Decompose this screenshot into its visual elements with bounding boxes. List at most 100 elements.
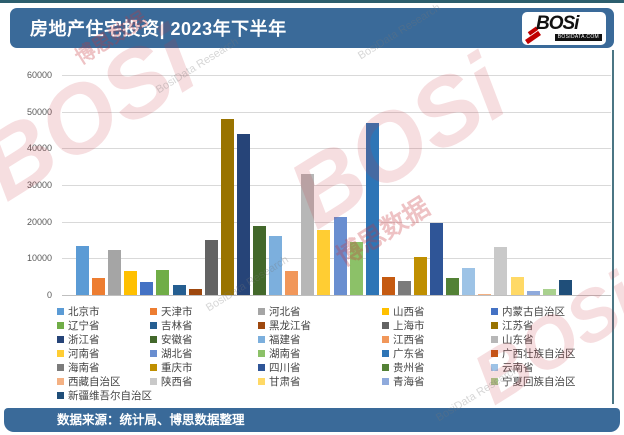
- bar-宁夏回族自治区: [542, 289, 556, 295]
- legend-swatch: [57, 307, 64, 315]
- legend-label: 河北省: [269, 305, 301, 318]
- legend-label: 青海省: [393, 375, 425, 388]
- legend-item-湖南省: 湖南省: [258, 346, 382, 361]
- legend-label: 云南省: [502, 361, 534, 374]
- bar-江西省: [285, 270, 299, 295]
- legend-swatch: [150, 321, 157, 329]
- legend-item-重庆市: 重庆市: [150, 360, 258, 375]
- bar-贵州省: [446, 278, 460, 295]
- legend-item-海南省: 海南省: [57, 360, 150, 375]
- legend-swatch: [57, 377, 64, 385]
- bar-云南省: [462, 268, 476, 295]
- bar-北京市: [76, 246, 89, 295]
- legend-label: 新疆维吾尔自治区: [68, 389, 152, 402]
- bar-新疆维吾尔自治区: [558, 279, 572, 295]
- legend-swatch: [491, 377, 498, 385]
- y-axis-tick-label: 20000: [26, 216, 52, 227]
- legend-item-吉林省: 吉林省: [150, 318, 258, 333]
- legend-swatch: [258, 377, 265, 385]
- legend-item-河北省: 河北省: [258, 304, 382, 319]
- legend-label: 北京市: [68, 305, 100, 318]
- gridline: [62, 148, 611, 150]
- legend-swatch: [258, 349, 265, 357]
- legend-item-山西省: 山西省: [382, 304, 491, 319]
- legend-label: 湖南省: [269, 347, 301, 360]
- legend-label: 福建省: [269, 333, 301, 346]
- legend-item-西藏自治区: 西藏自治区: [57, 374, 150, 389]
- frame-top-border: [0, 0, 624, 3]
- logo-site-text: BOSIDATA.COM: [554, 34, 602, 41]
- footer-bar: 数据来源：统计局、博思数据整理: [4, 408, 620, 432]
- legend-swatch: [57, 363, 64, 371]
- legend-swatch: [382, 377, 389, 385]
- frame-right-border: [612, 50, 614, 404]
- legend-label: 河南省: [68, 347, 100, 360]
- legend-label: 江苏省: [502, 319, 534, 332]
- legend-label: 广东省: [393, 347, 425, 360]
- legend-swatch: [382, 349, 389, 357]
- bar-山东省: [301, 174, 315, 295]
- legend-label: 广西壮族自治区: [502, 347, 576, 360]
- bar-group: [76, 75, 572, 295]
- bar-河北省: [108, 250, 122, 295]
- bar-陕西省: [494, 246, 508, 295]
- legend-label: 贵州省: [393, 361, 425, 374]
- legend-item-浙江省: 浙江省: [57, 332, 150, 347]
- legend-label: 天津市: [161, 305, 193, 318]
- legend-swatch: [258, 321, 265, 329]
- legend-label: 黑龙江省: [269, 319, 311, 332]
- legend-swatch: [491, 349, 498, 357]
- legend-label: 海南省: [68, 361, 100, 374]
- legend-item-河南省: 河南省: [57, 346, 150, 361]
- bar-重庆市: [413, 257, 427, 295]
- bar-海南省: [397, 281, 411, 295]
- y-axis-tick-label: 40000: [26, 143, 52, 154]
- legend-label: 甘肃省: [269, 375, 301, 388]
- bar-浙江省: [236, 133, 250, 295]
- y-axis-tick-label: 0: [46, 290, 52, 300]
- bosi-logo: BOSi BOSIDATA.COM: [522, 12, 606, 45]
- y-axis: 0 10000 20000 30000 40000 50000 60000: [0, 70, 54, 300]
- legend-label: 山西省: [393, 305, 425, 318]
- legend-swatch: [57, 335, 64, 343]
- legend-swatch: [491, 363, 498, 371]
- chart-title: 房地产住宅投资| 2023年下半年: [30, 19, 287, 39]
- legend-swatch: [491, 307, 498, 315]
- legend-label: 西藏自治区: [68, 375, 121, 388]
- bar-广东省: [365, 123, 379, 295]
- legend-label: 吉林省: [161, 319, 193, 332]
- bar-吉林省: [172, 285, 186, 295]
- legend-swatch: [150, 377, 157, 385]
- plot-area: [62, 75, 611, 296]
- legend-swatch: [258, 363, 265, 371]
- legend-swatch: [491, 321, 498, 329]
- bar-河南省: [317, 230, 331, 295]
- legend-label: 湖北省: [161, 347, 193, 360]
- bar-内蒙古自治区: [140, 282, 154, 295]
- bar-天津市: [92, 278, 106, 295]
- gridline: [62, 295, 611, 296]
- legend-label: 四川省: [269, 361, 301, 374]
- gridline: [62, 111, 611, 113]
- legend-item-广东省: 广东省: [382, 346, 491, 361]
- legend-swatch: [382, 363, 389, 371]
- bar-辽宁省: [156, 270, 170, 295]
- legend-item-山东省: 山东省: [491, 332, 617, 347]
- legend-label: 辽宁省: [68, 319, 100, 332]
- bar-青海省: [526, 291, 540, 295]
- legend-item-江西省: 江西省: [382, 332, 491, 347]
- legend-swatch: [150, 335, 157, 343]
- bar-上海市: [204, 239, 218, 295]
- bar-广西壮族自治区: [381, 277, 395, 295]
- legend-item-湖北省: 湖北省: [150, 346, 258, 361]
- legend-item-天津市: 天津市: [150, 304, 258, 319]
- legend-label: 江西省: [393, 333, 425, 346]
- legend-swatch: [491, 335, 498, 343]
- legend-swatch: [258, 307, 265, 315]
- logo-brand-text: BOSi: [536, 13, 579, 34]
- header-bar: 房地产住宅投资| 2023年下半年 BOSi BOSIDATA.COM: [10, 8, 614, 48]
- legend-label: 上海市: [393, 319, 425, 332]
- bar-西藏自治区: [478, 293, 492, 295]
- legend-item-福建省: 福建省: [258, 332, 382, 347]
